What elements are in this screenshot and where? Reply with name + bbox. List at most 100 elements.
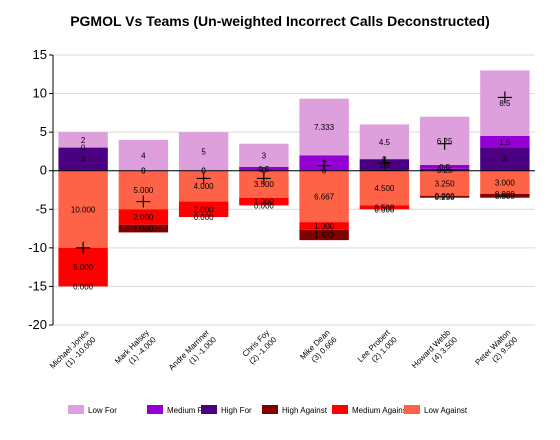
bar-segment <box>419 170 470 196</box>
bar-segment <box>118 209 169 225</box>
data-label: 5.000 <box>73 263 94 272</box>
legend-label: High For <box>221 406 252 415</box>
data-label: 3.500 <box>254 180 275 189</box>
data-label: 1.000 <box>133 225 154 234</box>
data-label: 3 <box>81 155 86 164</box>
bar-segment <box>480 170 530 194</box>
data-label: 0.000 <box>254 201 275 210</box>
bar-segment <box>239 197 289 206</box>
legend-label: Medium Against <box>352 406 410 415</box>
bar-segment <box>58 132 108 148</box>
legend-label: Low For <box>88 406 117 415</box>
data-label: 6.667 <box>314 192 335 201</box>
data-label: 2.000 <box>194 205 215 214</box>
category-label: Peter Walton(2) 9.500 <box>473 328 519 374</box>
bar-segment <box>299 229 349 241</box>
bar-segment <box>419 164 470 169</box>
bar-segment <box>299 98 349 156</box>
data-label: 1.000 <box>254 198 275 207</box>
category-label: Lee Probert(2) 1.000 <box>356 328 400 372</box>
data-label: 0.500 <box>374 203 395 212</box>
legend-swatch <box>201 405 217 414</box>
y-tick-label: -20 <box>28 317 47 332</box>
net-marker <box>317 159 332 172</box>
bar-segment <box>359 124 410 160</box>
bar-segment <box>178 201 229 217</box>
bar-segment <box>118 224 169 233</box>
chart-title: PGMOL Vs Teams (Un-weighted Incorrect Ca… <box>70 13 490 29</box>
legend-swatch <box>147 405 163 414</box>
bar-segment <box>359 205 410 210</box>
category-label: Michael Jones(1) -10.000 <box>48 328 98 378</box>
data-label: 1.5 <box>499 138 511 147</box>
data-label: 8.5 <box>499 99 511 108</box>
net-markers <box>76 91 512 254</box>
bar-segment <box>299 170 349 223</box>
data-label: 0 <box>81 144 86 153</box>
data-label: 0.000 <box>374 205 395 214</box>
bar-segment <box>239 166 289 171</box>
net-marker <box>196 172 211 185</box>
category-label: Mike Dean(3) 0.666 <box>298 328 339 369</box>
legend-label: Medium For <box>167 406 210 415</box>
net-marker <box>256 172 271 185</box>
bar-segment <box>178 132 229 171</box>
data-label: 0.000 <box>194 213 215 222</box>
y-tick-label: -10 <box>28 240 47 255</box>
data-labels: 30210.0005.0000.0000045.0002.0001.000005… <box>71 99 516 291</box>
bar-segment <box>419 168 470 171</box>
bar-segment <box>58 147 108 171</box>
bar-segment <box>118 139 169 171</box>
data-label: 3.250 <box>435 179 456 188</box>
bar-segment <box>239 143 289 167</box>
data-label: 4.5 <box>379 138 391 147</box>
y-tick-label: 5 <box>40 124 47 139</box>
category-label: Chris Foy(2) -1.000 <box>240 328 278 366</box>
bar-segment <box>480 136 530 148</box>
data-label: 4 <box>141 151 146 160</box>
data-label: 3 <box>503 155 508 164</box>
y-tick-label: -15 <box>28 278 47 293</box>
category-label: Mark Halsey(1) -4.000 <box>113 328 158 373</box>
data-label: 5 <box>201 147 206 156</box>
legend: Low For Medium For High For High Against Med… <box>68 405 468 415</box>
data-label: 3.000 <box>495 178 516 187</box>
bar-segment <box>480 193 530 198</box>
net-marker <box>136 195 151 208</box>
category-label: Howard Webb(4) 3.500 <box>410 328 460 378</box>
data-label: 4.500 <box>374 184 395 193</box>
bar-segment <box>58 247 108 287</box>
y-tick-label: 10 <box>33 86 47 101</box>
data-label: 0.000 <box>73 282 94 291</box>
data-label: 1.333 <box>314 231 335 240</box>
data-label: 10.000 <box>71 205 96 214</box>
data-label: 0.500 <box>495 192 516 201</box>
data-label: 0.250 <box>435 193 456 202</box>
data-label: 5.000 <box>133 186 154 195</box>
net-marker <box>497 91 512 104</box>
data-label: 7.333 <box>314 123 335 132</box>
data-label: 0.000 <box>435 192 456 201</box>
net-marker <box>76 241 91 254</box>
data-label: 3 <box>262 151 267 160</box>
bar-segment <box>359 170 410 206</box>
y-tick-label: -5 <box>35 201 47 216</box>
data-label: 4.000 <box>194 182 215 191</box>
category-label: Andre Marriner(1) -1.000 <box>167 328 219 380</box>
bar-segment <box>419 195 470 198</box>
data-label: 1.000 <box>314 222 335 231</box>
bar-segment <box>299 222 349 230</box>
legend-label: Low Against <box>424 406 468 415</box>
data-label: 0.5 <box>258 165 270 174</box>
legend-swatch <box>404 405 420 414</box>
legend-swatch <box>68 405 84 414</box>
y-tick-label: 15 <box>33 47 47 62</box>
net-marker <box>377 157 392 169</box>
data-label: 2.000 <box>133 213 154 222</box>
data-label: 2 <box>81 136 86 145</box>
legend-swatch <box>332 405 348 414</box>
legend-label: High Against <box>282 406 328 415</box>
bar-segment <box>480 147 530 171</box>
bar-segment <box>58 170 108 248</box>
